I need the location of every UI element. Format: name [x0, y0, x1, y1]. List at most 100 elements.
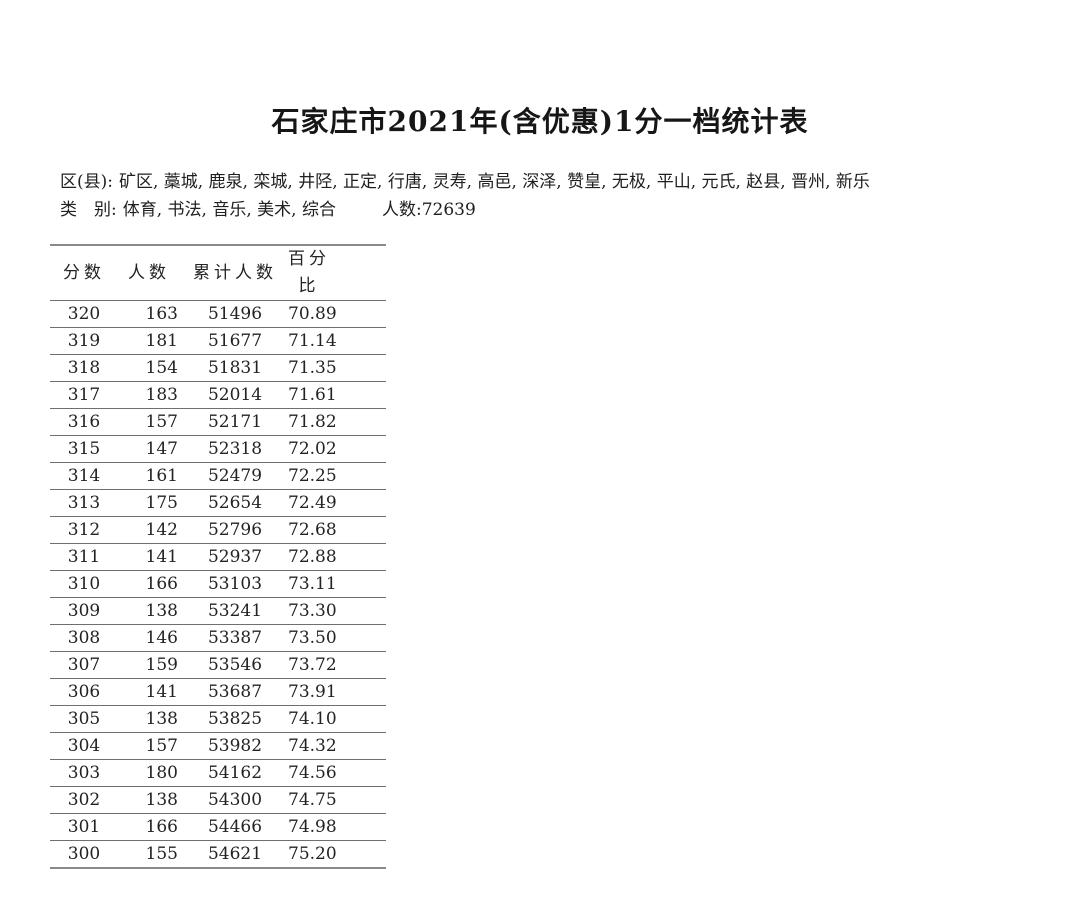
table-cell: 52479 — [192, 462, 288, 490]
table-cell: 73.72 — [288, 651, 386, 679]
table-row: 300 155 54621 75.20 — [50, 840, 386, 869]
table-cell: 54162 — [192, 759, 288, 787]
table-cell: 314 — [50, 462, 118, 490]
table-cell: 301 — [50, 813, 118, 841]
table-cell: 159 — [118, 651, 192, 679]
table-cell: 72.49 — [288, 489, 386, 517]
table-cell: 163 — [118, 300, 192, 328]
table-cell: 320 — [50, 300, 118, 328]
table-cell: 51677 — [192, 327, 288, 355]
table-row: 308 146 53387 73.50 — [50, 624, 386, 652]
table-row: 317 183 52014 71.61 — [50, 381, 386, 409]
table-cell: 52654 — [192, 489, 288, 517]
table-cell: 318 — [50, 354, 118, 382]
table-cell: 138 — [118, 705, 192, 733]
table-cell: 166 — [118, 570, 192, 598]
table-cell: 53825 — [192, 705, 288, 733]
table-row: 302 138 54300 74.75 — [50, 786, 386, 814]
district-label: 区(县): — [60, 172, 113, 192]
header-row: 分数 人数 累计人数 百分比 — [50, 245, 386, 301]
table-cell: 73.30 — [288, 597, 386, 625]
table-cell: 161 — [118, 462, 192, 490]
column-header-percentage: 百分比 — [288, 245, 386, 301]
table-cell: 138 — [118, 597, 192, 625]
table-cell: 74.10 — [288, 705, 386, 733]
table-row: 319 181 51677 71.14 — [50, 327, 386, 355]
page-title: 石家庄市2021年(含优惠)1分一档统计表 — [271, 105, 809, 138]
table-cell: 71.14 — [288, 327, 386, 355]
table-row: 301 166 54466 74.98 — [50, 813, 386, 841]
table-cell: 54466 — [192, 813, 288, 841]
column-header-cumulative: 累计人数 — [192, 245, 288, 301]
table-row: 312 142 52796 72.68 — [50, 516, 386, 544]
table-cell: 72.88 — [288, 543, 386, 571]
table-cell: 74.75 — [288, 786, 386, 814]
table-cell: 70.89 — [288, 300, 386, 328]
table-cell: 54300 — [192, 786, 288, 814]
table-cell: 310 — [50, 570, 118, 598]
table-cell: 305 — [50, 705, 118, 733]
table-row: 314 161 52479 72.25 — [50, 462, 386, 490]
table-row: 304 157 53982 74.32 — [50, 732, 386, 760]
table-cell: 154 — [118, 354, 192, 382]
table-cell: 303 — [50, 759, 118, 787]
table-row: 307 159 53546 73.72 — [50, 651, 386, 679]
table-cell: 72.02 — [288, 435, 386, 463]
table-row: 310 166 53103 73.11 — [50, 570, 386, 598]
table-cell: 73.11 — [288, 570, 386, 598]
table-row: 318 154 51831 71.35 — [50, 354, 386, 382]
table-cell: 74.98 — [288, 813, 386, 841]
table-cell: 53687 — [192, 678, 288, 706]
table-cell: 155 — [118, 840, 192, 869]
table-cell: 53241 — [192, 597, 288, 625]
table-cell: 141 — [118, 678, 192, 706]
total-count-label: 人数: — [381, 200, 422, 220]
table-row: 306 141 53687 73.91 — [50, 678, 386, 706]
table-cell: 181 — [118, 327, 192, 355]
score-table-header: 分数 人数 累计人数 百分比 — [50, 245, 386, 301]
table-cell: 52014 — [192, 381, 288, 409]
table-cell: 141 — [118, 543, 192, 571]
meta-line-districts: 区(县): 矿区, 藁城, 鹿泉, 栾城, 井陉, 正定, 行唐, 灵寿, 高邑,… — [60, 167, 1040, 192]
table-row: 311 141 52937 72.88 — [50, 543, 386, 571]
table-row: 315 147 52318 72.02 — [50, 435, 386, 463]
table-cell: 71.35 — [288, 354, 386, 382]
district-list: 矿区, 藁城, 鹿泉, 栾城, 井陉, 正定, 行唐, 灵寿, 高邑, 深泽, … — [119, 172, 870, 192]
table-cell: 311 — [50, 543, 118, 571]
table-cell: 157 — [118, 408, 192, 436]
table-cell: 53387 — [192, 624, 288, 652]
table-row: 320 163 51496 70.89 — [50, 300, 386, 328]
table-cell: 300 — [50, 840, 118, 869]
table-cell: 138 — [118, 786, 192, 814]
table-cell: 166 — [118, 813, 192, 841]
table-cell: 315 — [50, 435, 118, 463]
table-cell: 74.32 — [288, 732, 386, 760]
table-cell: 72.68 — [288, 516, 386, 544]
table-cell: 52318 — [192, 435, 288, 463]
table-cell: 175 — [118, 489, 192, 517]
table-cell: 71.82 — [288, 408, 386, 436]
table-row: 309 138 53241 73.30 — [50, 597, 386, 625]
table-cell: 75.20 — [288, 840, 386, 869]
table-cell: 146 — [118, 624, 192, 652]
table-cell: 307 — [50, 651, 118, 679]
table-cell: 147 — [118, 435, 192, 463]
score-table-body: 320 163 51496 70.89 319 181 51677 71.14 318 154 51… — [50, 300, 386, 869]
table-cell: 316 — [50, 408, 118, 436]
table-cell: 309 — [50, 597, 118, 625]
table-cell: 51496 — [192, 300, 288, 328]
category-label: 类 别: — [60, 200, 117, 220]
table-cell: 312 — [50, 516, 118, 544]
table-cell: 54621 — [192, 840, 288, 869]
table-cell: 72.25 — [288, 462, 386, 490]
table-row: 313 175 52654 72.49 — [50, 489, 386, 517]
score-table: 分数 人数 累计人数 百分比 320 163 51496 70.89 319 181 516… — [50, 244, 386, 869]
table-cell: 53103 — [192, 570, 288, 598]
table-cell: 302 — [50, 786, 118, 814]
table-cell: 157 — [118, 732, 192, 760]
table-cell: 180 — [118, 759, 192, 787]
table-cell: 71.61 — [288, 381, 386, 409]
table-cell: 142 — [118, 516, 192, 544]
table-row: 303 180 54162 74.56 — [50, 759, 386, 787]
